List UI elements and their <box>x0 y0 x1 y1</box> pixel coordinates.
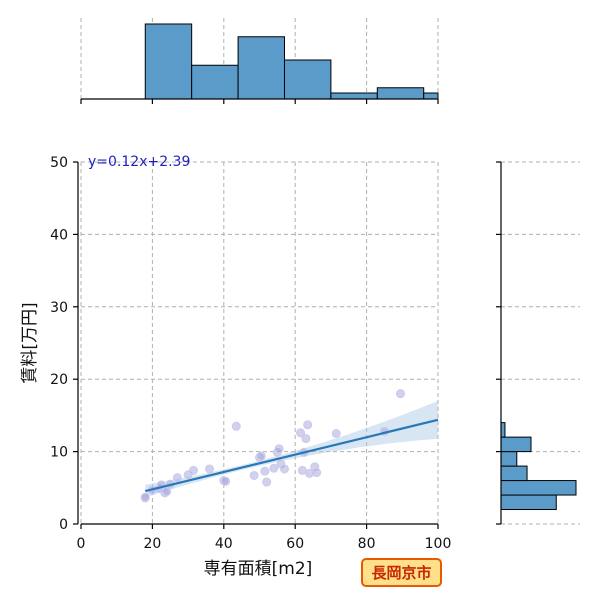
scatter-point-1 <box>140 492 150 502</box>
y-tick-label-3: 30 <box>50 300 68 316</box>
scatter-point-19 <box>262 477 272 487</box>
scatter-point-25 <box>296 428 306 438</box>
scatter-point-10 <box>188 465 198 475</box>
y-tick-label-2: 20 <box>50 372 68 388</box>
scatter-point-35 <box>396 389 406 399</box>
scatter-point-18 <box>260 466 270 476</box>
right-histogram <box>500 422 577 511</box>
scatter-point-8 <box>172 473 182 483</box>
x-tick-label-0: 0 <box>77 536 86 552</box>
confidence-band-layer <box>145 400 439 498</box>
main-grid <box>80 161 439 525</box>
scatter-point-13 <box>221 476 231 486</box>
top-hist-bar-3 <box>283 59 332 100</box>
scatter-point-28 <box>301 434 311 444</box>
city-badge-label: 長岡京市 <box>371 564 431 582</box>
scatter-point-11 <box>205 464 215 474</box>
x-tick-label-2: 40 <box>215 536 233 552</box>
y-tick-label-1: 10 <box>50 445 68 461</box>
y-tick-label-5: 50 <box>50 155 68 171</box>
top-hist-bar-2 <box>237 36 285 100</box>
right-hist-bar-3 <box>500 451 518 467</box>
x-tick-label-4: 80 <box>358 536 376 552</box>
city-badge: 長岡京市 <box>361 558 442 587</box>
scatter-points <box>140 389 406 503</box>
scatter-point-14 <box>231 421 241 431</box>
x-tick-label-1: 20 <box>143 536 161 552</box>
axes <box>73 98 502 529</box>
top-hist-bar-5 <box>376 87 425 100</box>
y-tick-label-4: 40 <box>50 227 68 243</box>
x-tick-label-5: 100 <box>425 536 452 552</box>
scatter-point-30 <box>304 468 314 478</box>
right-hist-grid <box>501 161 580 525</box>
top-hist-bar-0 <box>144 23 193 100</box>
top-hist-bar-6 <box>423 92 439 100</box>
top-hist-bar-4 <box>330 92 378 100</box>
regression-line <box>144 418 439 493</box>
right-hist-bar-1 <box>500 480 577 496</box>
top-histogram <box>144 23 439 100</box>
right-hist-bar-4 <box>500 436 532 453</box>
scatter-point-17 <box>256 451 266 461</box>
y-tick-label-0: 0 <box>59 517 68 533</box>
regression-equation: y=0.12x+2.39 <box>88 154 190 170</box>
scatter-point-6 <box>162 486 172 496</box>
x-axis-label: 専有面積[m2] <box>204 559 313 579</box>
scatter-point-29 <box>303 420 313 430</box>
scatter-point-32 <box>312 468 322 478</box>
top-hist-bar-1 <box>191 64 239 100</box>
scatter-point-33 <box>331 429 341 438</box>
confidence-band <box>145 400 439 498</box>
y-axis-label: 賃料[万円] <box>20 302 40 383</box>
scatter-point-20 <box>269 463 279 473</box>
tick-labels: 0 20 40 60 80 100 0 10 20 30 40 50 <box>50 155 451 552</box>
scatter-point-24 <box>279 464 289 474</box>
scatter-point-15 <box>249 470 259 480</box>
city-badge-background <box>361 558 442 587</box>
right-hist-bar-2 <box>500 465 528 482</box>
scatter-point-22 <box>274 444 284 454</box>
right-hist-bar-0 <box>500 494 557 511</box>
regression-line-layer <box>144 418 439 493</box>
x-tick-label-3: 60 <box>286 536 304 552</box>
